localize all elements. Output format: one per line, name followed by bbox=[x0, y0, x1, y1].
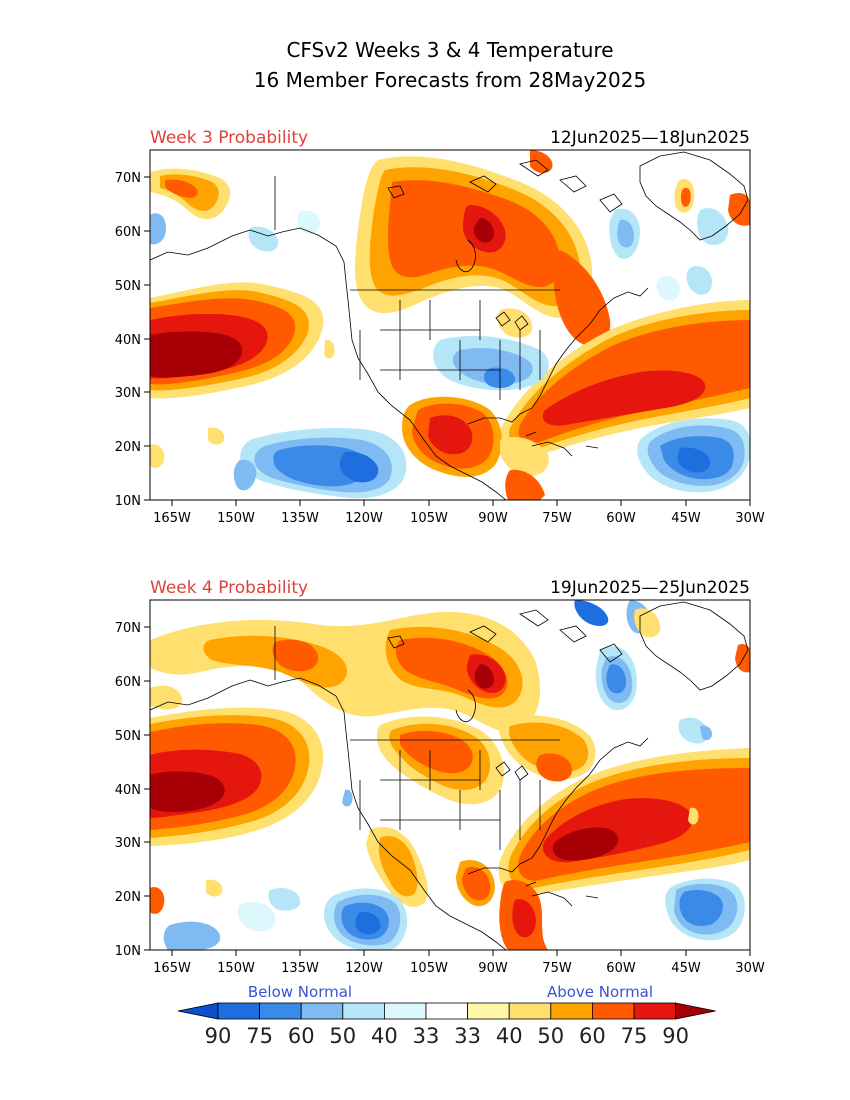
week4-x-tick-labels: 165W 150W 135W 120W 105W 90W 75W 60W 45W… bbox=[153, 961, 765, 976]
panel-week4-label: Week 4 Probability bbox=[150, 578, 308, 598]
legend-bin bbox=[300, 1002, 344, 1020]
week3-ytick: 20N bbox=[115, 440, 141, 455]
legend-tick-label: 90 bbox=[205, 1024, 232, 1048]
legend-bin bbox=[508, 1002, 552, 1020]
week4-xtick: 75W bbox=[542, 961, 572, 976]
week3-ytick: 10N bbox=[115, 494, 141, 509]
week4-ytick: 20N bbox=[115, 890, 141, 905]
week4-map-outlines bbox=[150, 601, 749, 950]
legend-below-normal-label: Below Normal bbox=[248, 983, 352, 1001]
panel-week4-frame bbox=[149, 599, 751, 951]
legend-tick-label: 90 bbox=[662, 1024, 689, 1048]
week3-xtick: 135W bbox=[281, 511, 319, 526]
week4-xtick: 105W bbox=[410, 961, 448, 976]
legend-tick-label: 40 bbox=[371, 1024, 398, 1048]
week4-xtick: 135W bbox=[281, 961, 319, 976]
week4-ytick: 50N bbox=[115, 729, 141, 744]
legend-tick-label: 75 bbox=[246, 1024, 273, 1048]
legend-bin bbox=[550, 1002, 593, 1020]
week4-y-tick-labels: 70N 60N 50N 40N 30N 20N 10N bbox=[115, 621, 141, 959]
legend-color-bar bbox=[177, 1002, 716, 1020]
legend-tick-labels: 90 75 60 50 40 33 33 40 50 60 75 90 bbox=[205, 1024, 689, 1048]
week3-ytick: 50N bbox=[115, 279, 141, 294]
panel-week4-dates: 19Jun2025—25Jun2025 bbox=[550, 578, 750, 598]
legend-tick-label: 50 bbox=[537, 1024, 564, 1048]
legend-above-normal-label: Above Normal bbox=[547, 983, 653, 1001]
week4-ytick: 40N bbox=[115, 783, 141, 798]
panel-week4-map bbox=[150, 600, 750, 950]
legend-bin bbox=[383, 1002, 427, 1020]
color-legend: Below Normal Above Normal 90 75 60 50 40 33 33… bbox=[177, 983, 716, 1048]
week3-probability-shading bbox=[150, 150, 750, 500]
week4-ytick: 10N bbox=[115, 944, 141, 959]
legend-bin bbox=[217, 1002, 260, 1020]
week3-xtick: 30W bbox=[735, 511, 765, 526]
legend-tick-label: 60 bbox=[579, 1024, 606, 1048]
week4-xtick: 90W bbox=[478, 961, 508, 976]
panel-week3-map bbox=[150, 150, 750, 500]
legend-tick-label: 33 bbox=[454, 1024, 481, 1048]
legend-bin bbox=[633, 1002, 676, 1020]
week3-xtick: 60W bbox=[606, 511, 636, 526]
legend-tick-label: 60 bbox=[288, 1024, 315, 1048]
panel-week3-dates: 12Jun2025—18Jun2025 bbox=[550, 128, 750, 148]
legend-tick-label: 50 bbox=[329, 1024, 356, 1048]
legend-bin bbox=[675, 1002, 716, 1020]
panel-week3: Week 3 Probability 12Jun2025—18Jun2025 bbox=[115, 128, 765, 526]
week3-ticks bbox=[144, 176, 751, 506]
week3-ytick: 60N bbox=[115, 225, 141, 240]
week4-xtick: 45W bbox=[671, 961, 701, 976]
legend-bin bbox=[259, 1002, 302, 1020]
week3-xtick: 150W bbox=[217, 511, 255, 526]
week3-xtick: 45W bbox=[671, 511, 701, 526]
legend-bin bbox=[342, 1002, 385, 1020]
week3-xtick: 105W bbox=[410, 511, 448, 526]
figure-title-line2: 16 Member Forecasts from 28May2025 bbox=[254, 68, 646, 92]
panel-week3-label: Week 3 Probability bbox=[150, 128, 308, 148]
legend-bin bbox=[592, 1002, 635, 1020]
week4-xtick: 150W bbox=[217, 961, 255, 976]
week4-ytick: 60N bbox=[115, 675, 141, 690]
week4-xtick: 120W bbox=[345, 961, 383, 976]
figure-title-line1: CFSv2 Weeks 3 & 4 Temperature bbox=[286, 38, 613, 62]
week4-xtick: 30W bbox=[735, 961, 765, 976]
legend-bin bbox=[425, 1002, 468, 1020]
week3-y-tick-labels: 70N 60N 50N 40N 30N 20N 10N bbox=[115, 171, 141, 509]
panel-week4: Week 4 Probability 19Jun2025—25Jun2025 bbox=[115, 578, 765, 976]
week3-xtick: 90W bbox=[478, 511, 508, 526]
week3-ytick: 70N bbox=[115, 171, 141, 186]
week4-ticks bbox=[144, 626, 751, 956]
legend-bin bbox=[467, 1002, 510, 1020]
week4-ytick: 70N bbox=[115, 621, 141, 636]
week3-xtick: 120W bbox=[345, 511, 383, 526]
week3-xtick: 75W bbox=[542, 511, 572, 526]
week4-xtick: 165W bbox=[153, 961, 191, 976]
week4-ytick: 30N bbox=[115, 836, 141, 851]
panel-week3-frame bbox=[149, 149, 751, 501]
week3-x-tick-labels: 165W 150W 135W 120W 105W 90W 75W 60W 45W… bbox=[153, 511, 765, 526]
week4-probability-shading bbox=[150, 600, 750, 950]
legend-tick-label: 40 bbox=[496, 1024, 523, 1048]
week3-ytick: 40N bbox=[115, 333, 141, 348]
week3-map-outlines bbox=[150, 151, 749, 500]
legend-tick-label: 75 bbox=[621, 1024, 648, 1048]
week3-ytick: 30N bbox=[115, 386, 141, 401]
week3-xtick: 165W bbox=[153, 511, 191, 526]
legend-tick-label: 33 bbox=[413, 1024, 440, 1048]
legend-bin bbox=[177, 1002, 219, 1020]
week4-xtick: 60W bbox=[606, 961, 636, 976]
